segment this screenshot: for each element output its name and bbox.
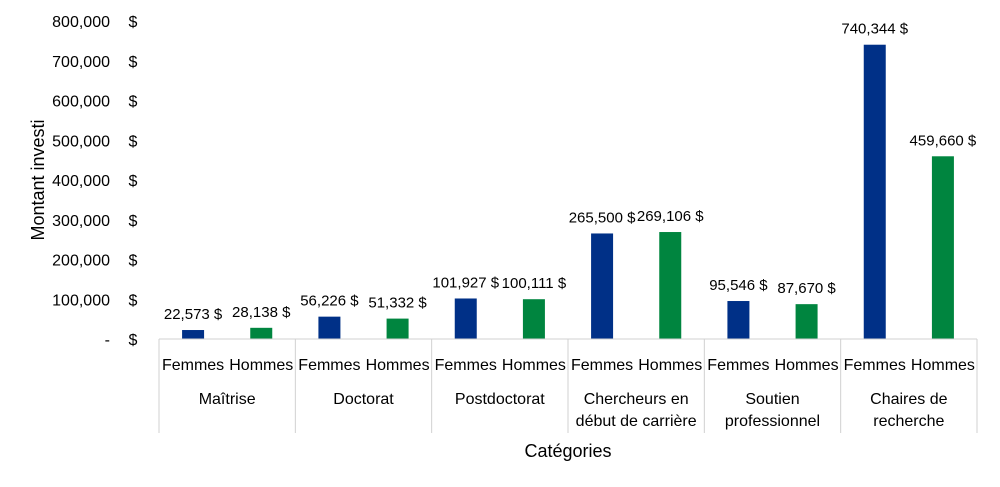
series-tick-label: Hommes — [229, 357, 293, 374]
bar-femmes — [863, 44, 886, 340]
y-tick-label: 200,000 — [52, 253, 110, 270]
series-tick-label: Hommes — [366, 357, 430, 374]
y-tick-label: 400,000 — [52, 173, 110, 190]
bar-hommes — [931, 156, 954, 339]
data-label: 100,111 $ — [502, 275, 567, 292]
data-label: 269,106 $ — [637, 208, 704, 225]
y-tick-label: 800,000 — [52, 14, 110, 31]
data-label: 265,500 $ — [569, 209, 636, 226]
y-tick-unit: $ — [129, 213, 138, 230]
y-axis-title: Montant investi — [28, 119, 48, 240]
bars: 22,573 $ 28,138 $ 56,226 $ 51,332 $ 101,927 … — [164, 21, 977, 340]
bar-femmes — [182, 330, 205, 339]
x-axis-title: Catégories — [524, 441, 611, 461]
series-tick-label: Femmes — [844, 357, 906, 374]
bar-femmes — [591, 233, 614, 339]
category-label: Soutien — [745, 391, 799, 408]
data-label: 56,226 $ — [300, 293, 359, 310]
y-tick-label: 300,000 — [52, 213, 110, 230]
bar-hommes — [250, 327, 273, 339]
category-label: début de carrière — [576, 413, 697, 430]
y-tick-label: 600,000 — [52, 94, 110, 111]
bar-hommes — [386, 318, 409, 339]
y-tick-unit: $ — [129, 332, 138, 349]
category-label: Maîtrise — [199, 391, 256, 408]
y-tick-unit: $ — [129, 133, 138, 150]
category-label: Chercheurs en — [584, 391, 689, 408]
data-label: 28,138 $ — [232, 304, 291, 321]
y-tick-unit: $ — [129, 173, 138, 190]
data-label: 51,332 $ — [368, 295, 427, 312]
series-tick-label: Hommes — [775, 357, 839, 374]
bar-femmes — [727, 301, 750, 339]
series-tick-label: Femmes — [707, 357, 769, 374]
y-tick-unit: $ — [129, 14, 138, 31]
y-tick-unit: $ — [129, 54, 138, 71]
category-label: Postdoctorat — [455, 391, 545, 408]
y-tick-label: 100,000 — [52, 292, 110, 309]
x-axis: Femmes Hommes Maîtrise Femmes Hommes Doctorat… — [158, 338, 978, 433]
bar-hommes — [522, 299, 545, 339]
bar-femmes — [454, 298, 477, 339]
series-tick-label: Hommes — [502, 357, 566, 374]
data-label: 95,546 $ — [709, 277, 768, 294]
series-tick-label: Hommes — [911, 357, 975, 374]
category-label: professionnel — [725, 413, 820, 430]
category-label: recherche — [873, 413, 944, 430]
bar-hommes — [795, 304, 818, 339]
category-label: Doctorat — [333, 391, 394, 408]
data-label: 22,573 $ — [164, 306, 223, 323]
series-tick-label: Femmes — [298, 357, 360, 374]
y-tick-unit: $ — [129, 292, 138, 309]
data-label: 740,344 $ — [841, 21, 908, 38]
y-tick-label: 500,000 — [52, 133, 110, 150]
y-axis: - $100,000 $200,000 $300,000 $400,000 $500,00… — [52, 14, 137, 349]
y-tick-label: 700,000 — [52, 54, 110, 71]
y-tick-label: - — [105, 332, 110, 349]
bar-femmes — [318, 316, 341, 339]
data-label: 87,670 $ — [777, 280, 836, 297]
y-tick-unit: $ — [129, 94, 138, 111]
category-label: Chaires de — [870, 391, 947, 408]
y-tick-unit: $ — [129, 253, 138, 270]
series-tick-label: Femmes — [162, 357, 224, 374]
data-label: 459,660 $ — [910, 132, 977, 149]
series-tick-label: Femmes — [435, 357, 497, 374]
data-label: 101,927 $ — [432, 274, 499, 291]
series-tick-label: Hommes — [638, 357, 702, 374]
bar-hommes — [659, 232, 682, 339]
series-tick-label: Femmes — [571, 357, 633, 374]
